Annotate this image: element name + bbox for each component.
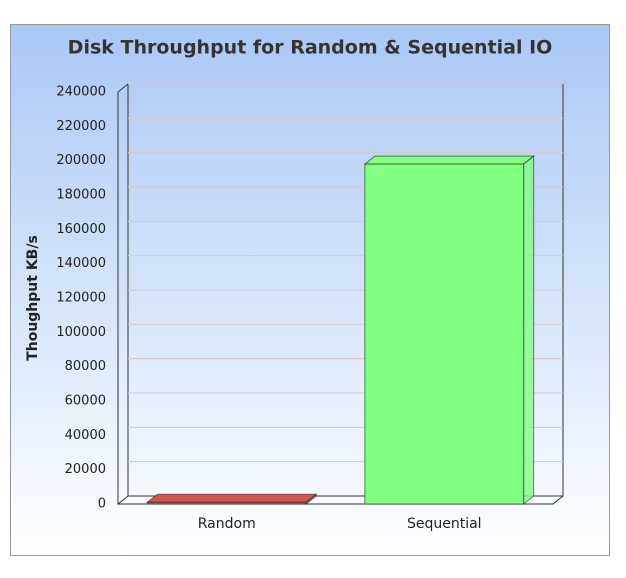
chart-title: Disk Throughput for Random & Sequential …: [68, 37, 553, 59]
y-tick-label: 120000: [56, 291, 106, 306]
y-tick-label: 100000: [56, 325, 106, 340]
bar-side: [523, 155, 535, 506]
y-tick-label: 40000: [65, 428, 106, 443]
y-tick-label: 140000: [56, 256, 106, 271]
y-tick-label: 20000: [65, 462, 106, 477]
y-tick-label: 160000: [56, 222, 106, 237]
y-axis-label: Thoughput KB/s: [25, 235, 41, 361]
bar: [364, 163, 525, 505]
bar-top: [145, 493, 318, 503]
bar: [146, 501, 307, 505]
y-tick-label: 220000: [56, 119, 106, 134]
y-tick-label: 180000: [56, 188, 106, 203]
y-tick-label: 80000: [65, 359, 106, 374]
y-tick-label: 200000: [56, 153, 106, 168]
x-tick-label: Sequential: [407, 516, 482, 532]
y-tick-label: 60000: [65, 394, 106, 409]
y-tick-label: 0: [98, 497, 106, 512]
y-tick-label: 240000: [56, 85, 106, 100]
bar-top: [363, 155, 536, 165]
x-tick-label: Random: [198, 516, 256, 532]
